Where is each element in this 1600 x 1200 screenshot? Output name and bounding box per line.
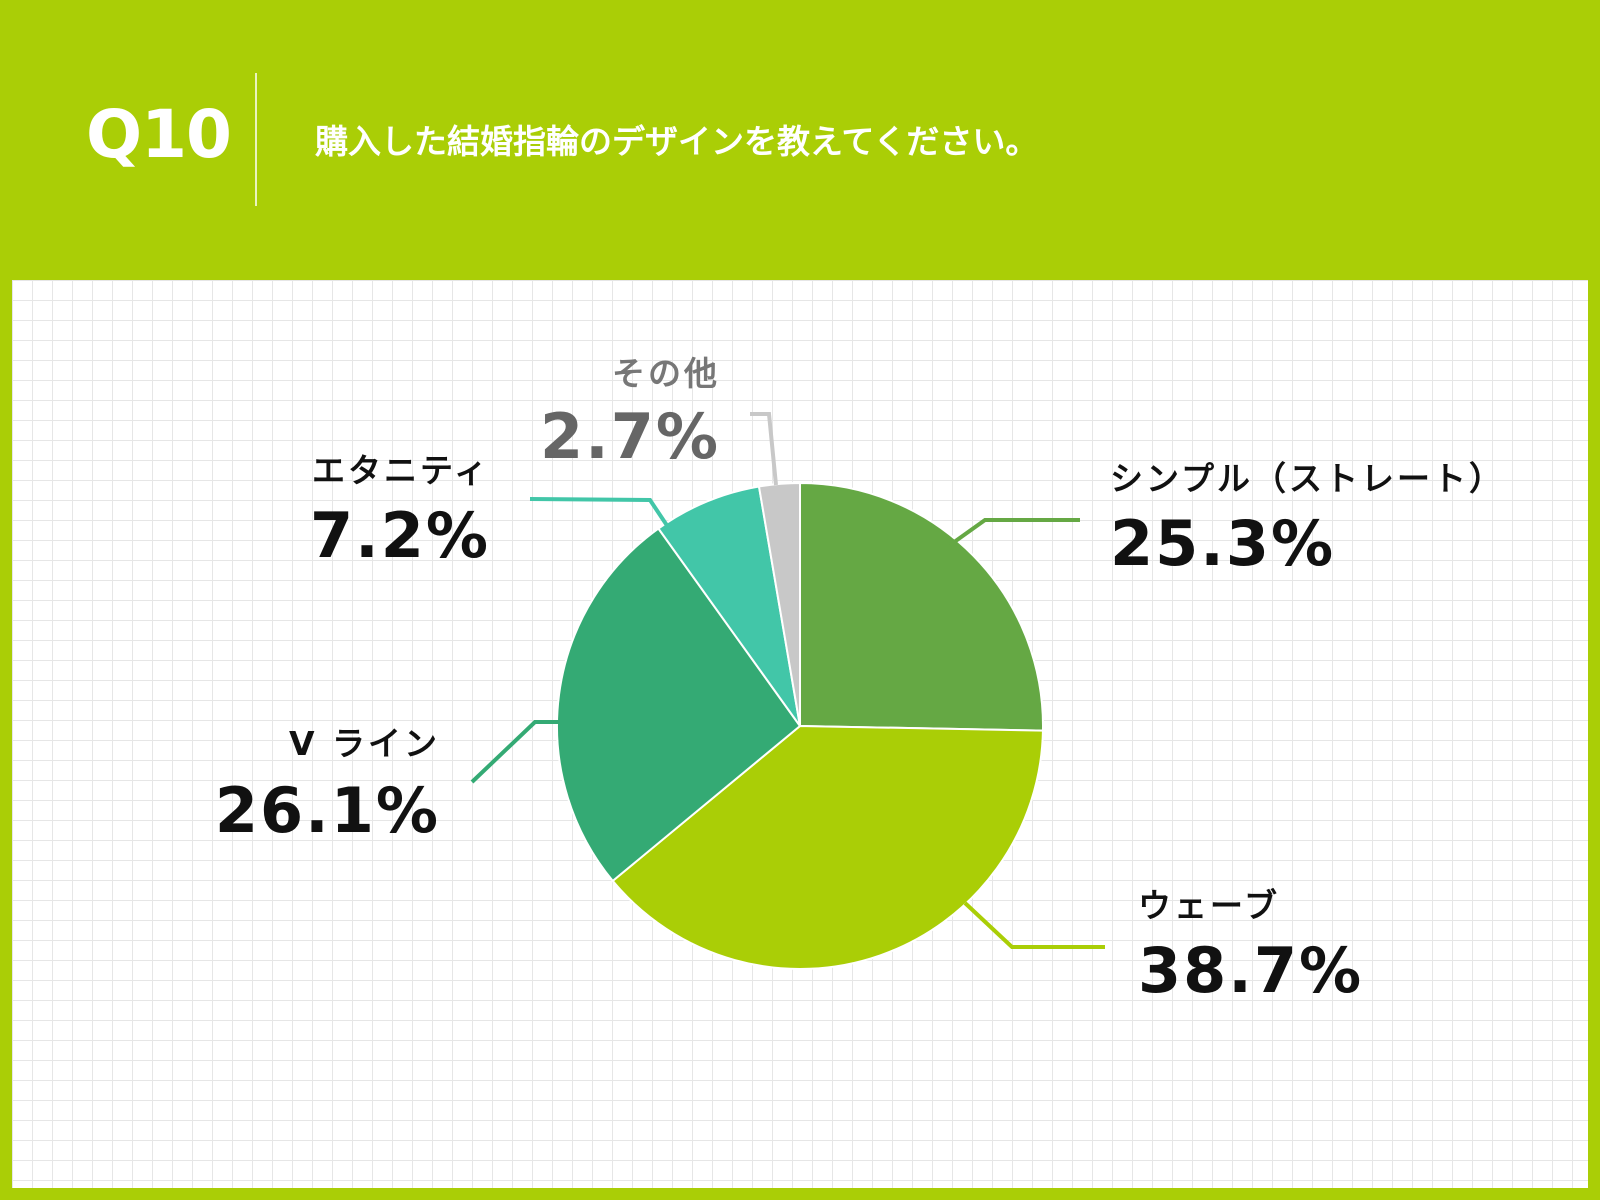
slice-label-other: その他 bbox=[612, 354, 720, 393]
pie-slice-other bbox=[757, 482, 801, 727]
pie-slice-vline bbox=[556, 527, 801, 882]
chart-panel bbox=[12, 280, 1588, 1188]
pie-slice-eternity bbox=[657, 485, 801, 727]
leader-line-eternity bbox=[529, 497, 670, 529]
pie-slice-wave bbox=[611, 725, 1044, 970]
pie-slice-simple bbox=[799, 482, 1044, 732]
slice-value-simple: 25.3% bbox=[1110, 507, 1335, 580]
slice-value-vline: 26.1% bbox=[215, 774, 440, 847]
slice-label-vline: V ライン bbox=[289, 724, 440, 763]
slice-value-eternity: 7.2% bbox=[310, 499, 490, 572]
question-number: Q10 bbox=[86, 96, 232, 173]
leader-line-simple bbox=[948, 518, 1080, 547]
leader-line-other bbox=[750, 412, 778, 486]
slice-label-simple: シンプル（ストレート） bbox=[1110, 459, 1505, 498]
slice-label-wave: ウェーブ bbox=[1138, 886, 1280, 925]
question-text: 購入した結婚指輪のデザインを教えてください。 bbox=[315, 122, 1039, 161]
leader-line-vline bbox=[470, 720, 560, 784]
header: Q10 購入した結婚指輪のデザインを教えてください。 bbox=[0, 0, 1600, 280]
slice-value-other: 2.7% bbox=[540, 400, 720, 473]
leader-line-wave bbox=[963, 901, 1105, 949]
header-divider bbox=[255, 73, 257, 206]
slice-label-eternity: エタニティ bbox=[312, 451, 490, 490]
slice-value-wave: 38.7% bbox=[1138, 934, 1363, 1007]
